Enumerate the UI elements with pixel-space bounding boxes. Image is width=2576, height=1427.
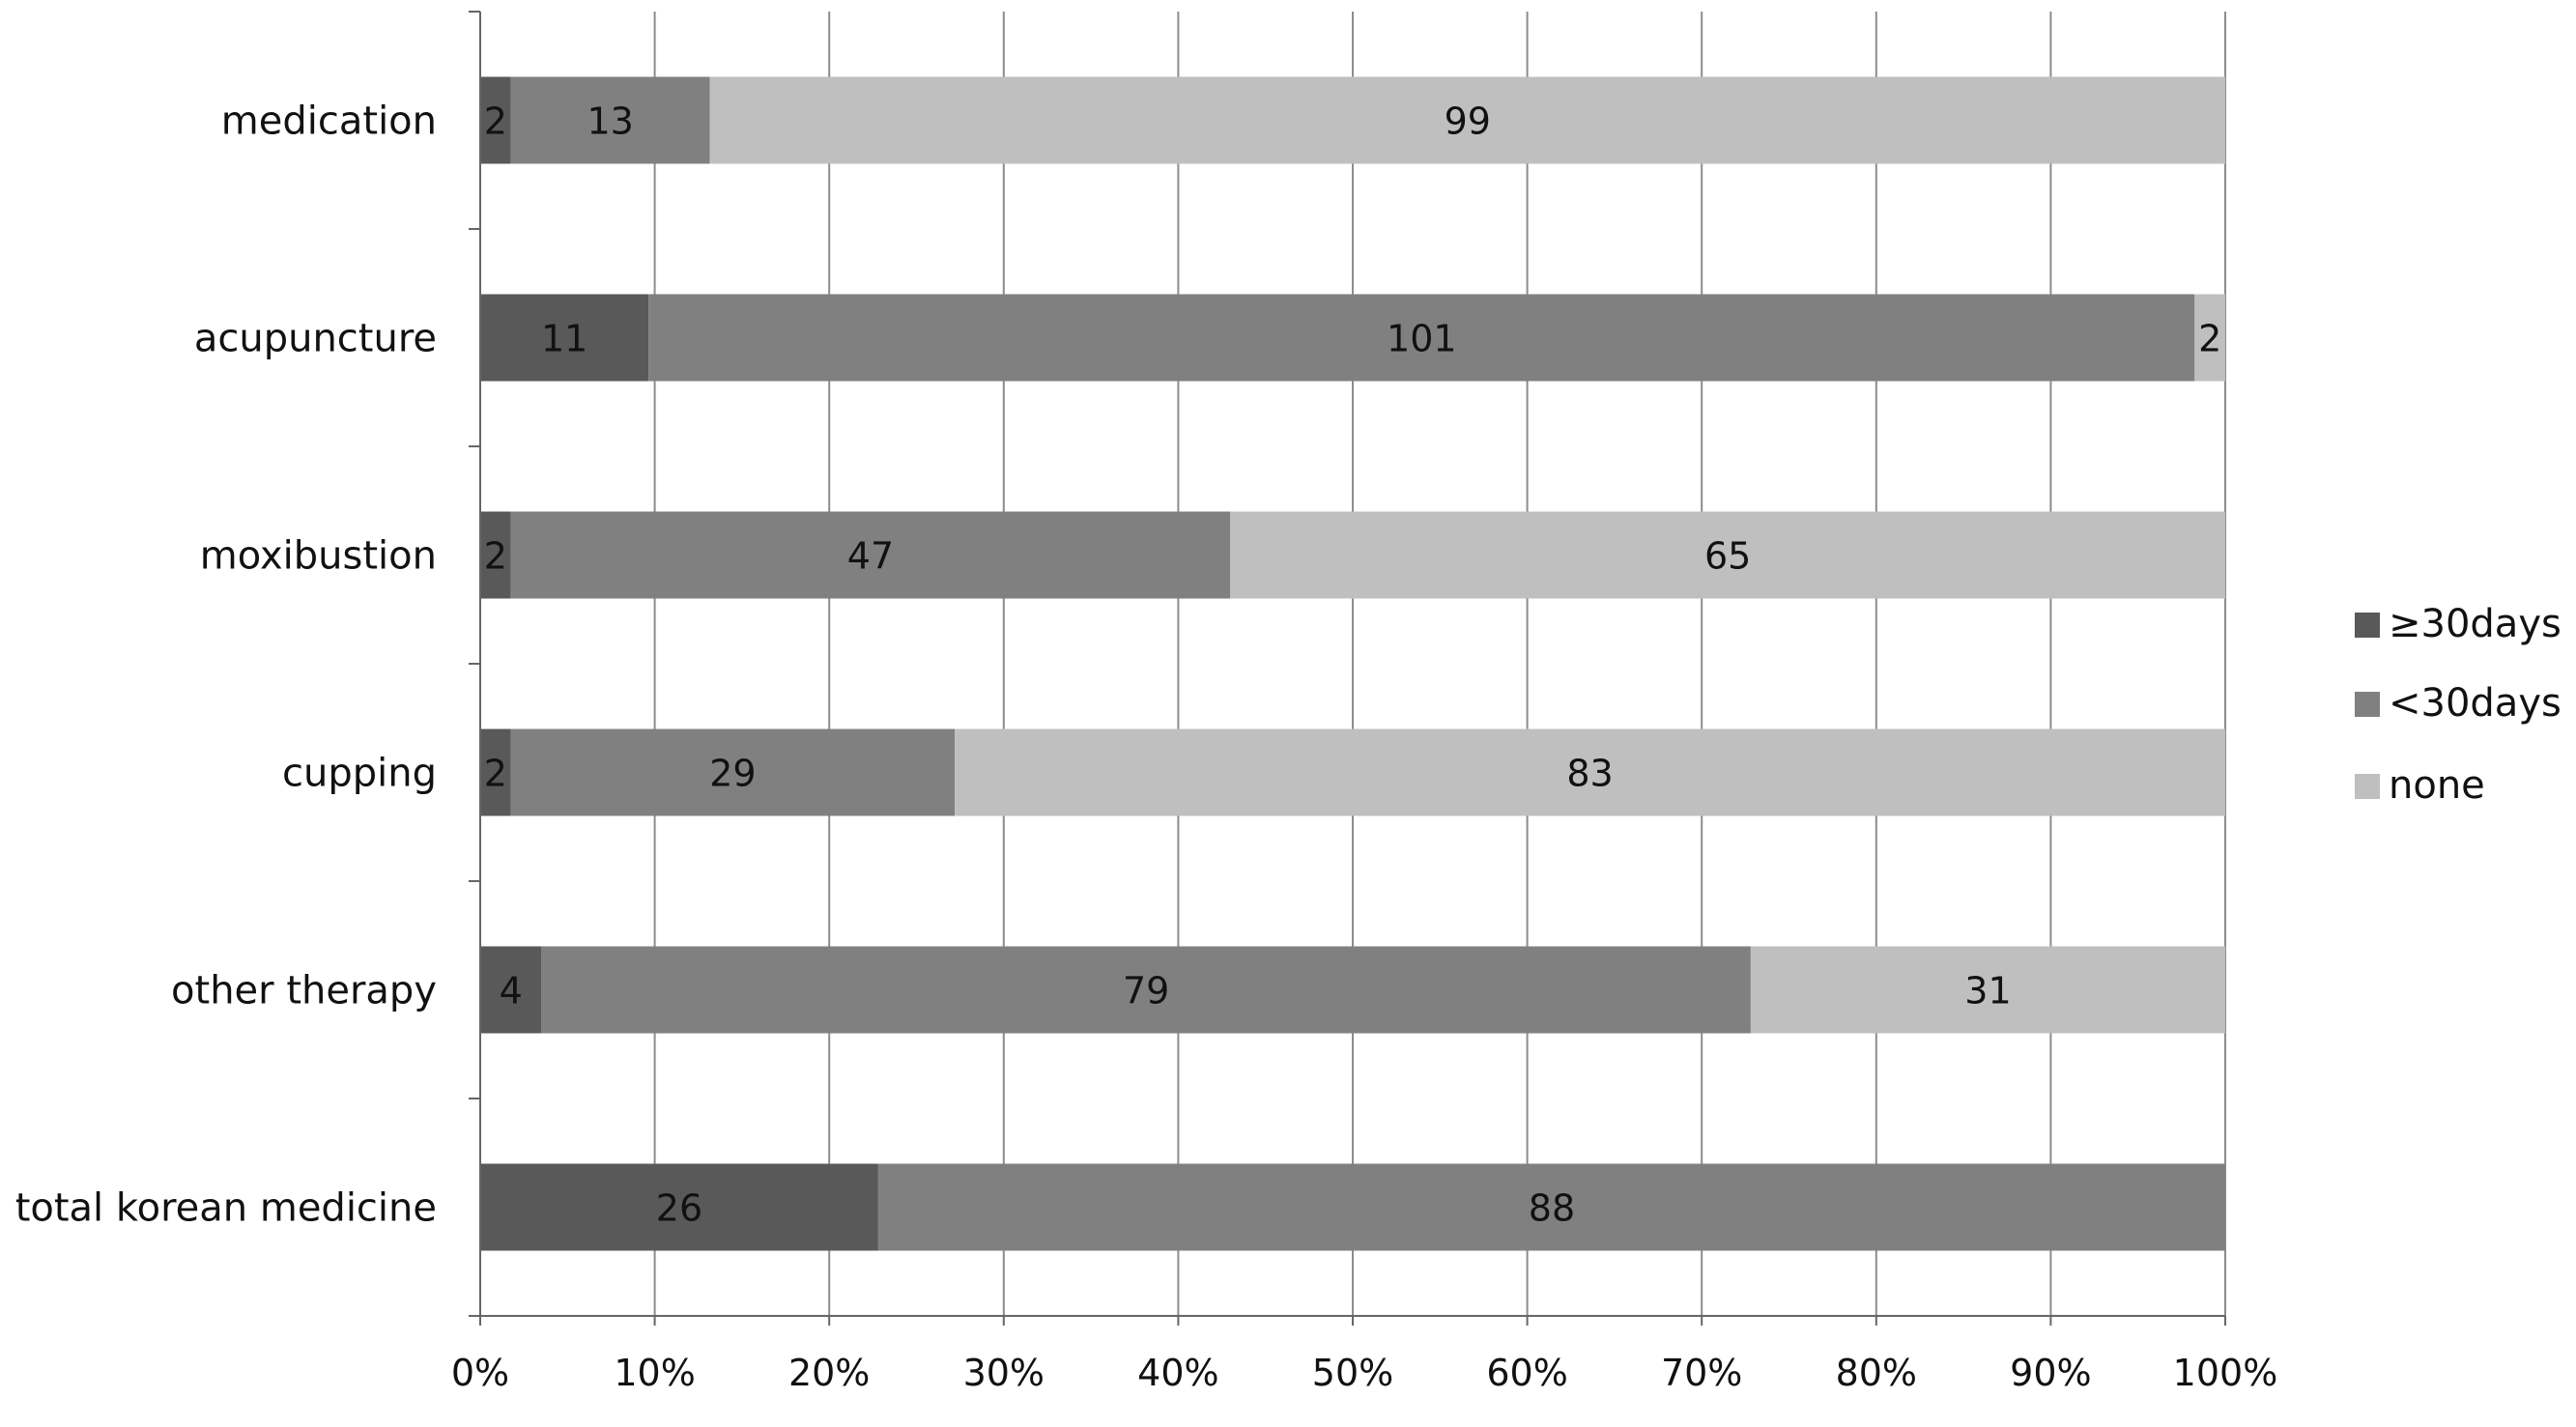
x-tick-label: 90% <box>2010 1352 2091 1394</box>
bar-segment <box>648 294 2195 382</box>
data-label: 99 <box>1445 100 1491 143</box>
bar-segment <box>955 728 2226 816</box>
bar-segments: 2 13 99 11 101 2 2 47 65 2 29 83 4 79 31 26 88 <box>480 76 2226 1251</box>
category-labels: medication acupuncture moxibustion cupping o… <box>15 100 437 1231</box>
data-label: 47 <box>847 535 894 578</box>
data-label: 2 <box>484 535 507 578</box>
bar-segment <box>480 728 511 816</box>
data-label: 4 <box>500 970 523 1013</box>
bar-segment <box>510 511 1231 599</box>
bar-segment <box>2194 294 2225 382</box>
data-label: 26 <box>656 1187 702 1230</box>
bar-segment <box>1750 946 2225 1034</box>
bar-segment <box>877 1163 2225 1251</box>
category-label: cupping <box>282 752 437 796</box>
data-label: 2 <box>2198 318 2221 360</box>
data-label: 83 <box>1566 753 1613 795</box>
legend-label: none <box>2389 763 2485 808</box>
x-tick-label: 80% <box>1836 1352 1917 1394</box>
x-tick-labels: 0% 10% 20% 30% 40% 50% 60% 70% 80% 90% 100% <box>451 1352 2277 1394</box>
bar-segment <box>510 76 710 164</box>
x-tick-label: 30% <box>963 1352 1045 1394</box>
data-label: 65 <box>1704 535 1751 578</box>
x-tick-label: 70% <box>1661 1352 1742 1394</box>
bar-segment <box>480 76 511 164</box>
data-label: 31 <box>1964 970 2011 1013</box>
data-label: 88 <box>1529 1187 1575 1230</box>
data-label: 2 <box>484 753 507 795</box>
bar-segment <box>709 76 2225 164</box>
category-label: medication <box>221 100 437 144</box>
x-tick-label: 10% <box>614 1352 695 1394</box>
legend-label: <30days <box>2389 681 2562 726</box>
x-tick-label: 40% <box>1137 1352 1218 1394</box>
x-tick-label: 0% <box>451 1352 509 1394</box>
legend-label: ≥30days <box>2389 602 2562 646</box>
category-label: total korean medicine <box>15 1186 437 1231</box>
x-tick-label: 20% <box>788 1352 870 1394</box>
data-label: 79 <box>1123 970 1169 1013</box>
legend-swatch <box>2355 692 2380 717</box>
category-label: moxibustion <box>200 534 437 579</box>
data-label: 2 <box>484 100 507 143</box>
bar-segment <box>541 946 1751 1034</box>
data-label: 13 <box>587 100 633 143</box>
bar-segment <box>480 1163 878 1251</box>
bar-segment <box>1230 511 2225 599</box>
legend-swatch <box>2355 613 2380 638</box>
category-label: other therapy <box>171 969 437 1013</box>
category-label: acupuncture <box>194 317 437 361</box>
bar-segment <box>510 728 956 816</box>
bar-segment <box>480 946 542 1034</box>
legend: ≥30days <30days none <box>2355 602 2562 808</box>
legend-swatch <box>2355 774 2380 799</box>
x-tick-label: 100% <box>2173 1352 2278 1394</box>
x-tick-label: 60% <box>1486 1352 1567 1394</box>
bar-segment <box>480 294 649 382</box>
data-label: 101 <box>1387 318 1457 360</box>
data-label: 11 <box>541 318 587 360</box>
data-label: 29 <box>709 753 756 795</box>
bar-segment <box>480 511 511 599</box>
x-tick-label: 50% <box>1312 1352 1393 1394</box>
axes <box>469 11 2226 1326</box>
vertical-gridlines <box>653 12 2226 1316</box>
